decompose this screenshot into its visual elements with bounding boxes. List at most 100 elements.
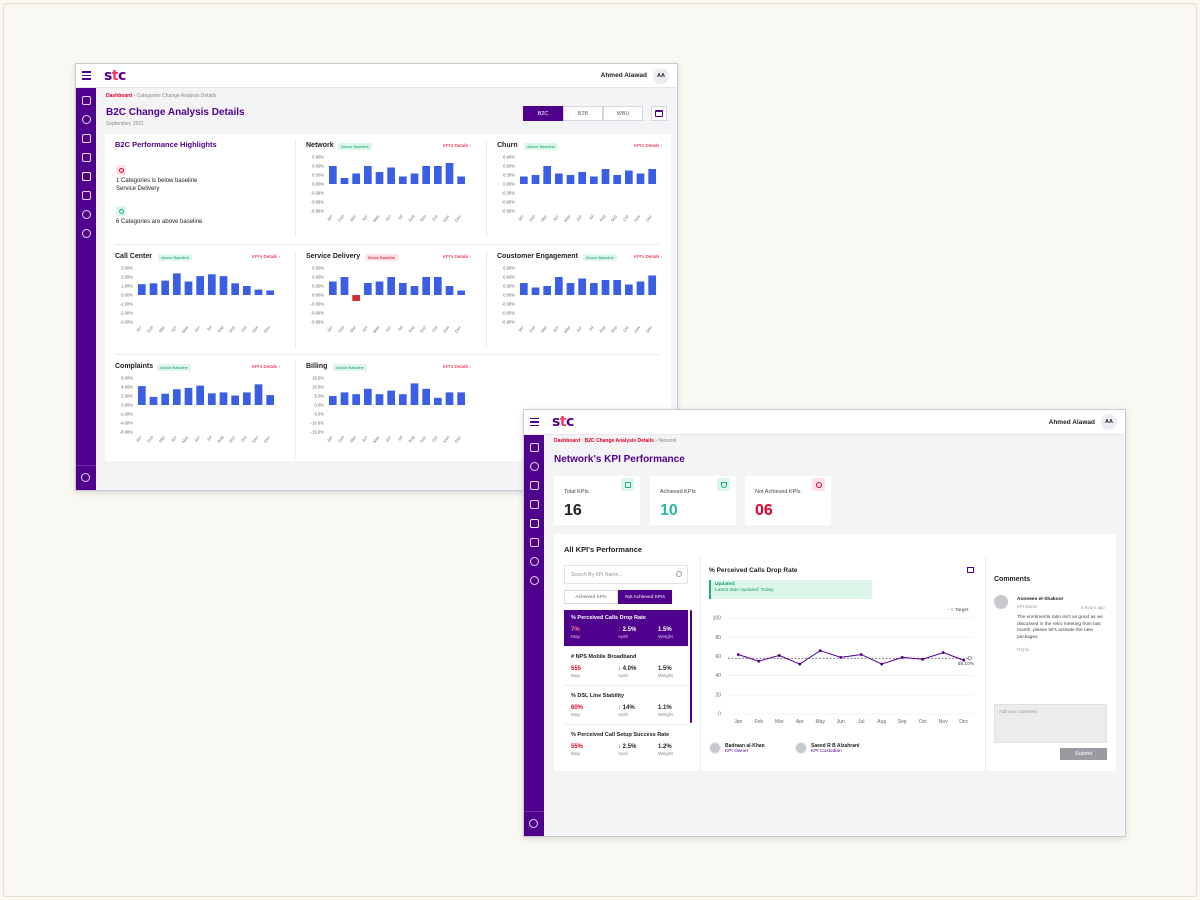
breadcrumb-dashboard[interactable]: Dashboard <box>554 438 581 444</box>
kpi-details-link[interactable]: KPI's Details › <box>633 143 662 148</box>
kpi-details-link[interactable]: KPI's Details › <box>251 364 280 369</box>
x-tick-label: Sep <box>610 324 619 334</box>
x-tick-label: Aug <box>216 324 225 334</box>
x-tick-label: Oct <box>431 434 439 443</box>
search-input[interactable]: Search By KPI Name... <box>564 565 688 584</box>
transfer-icon[interactable] <box>81 153 91 162</box>
logo[interactable]: stc <box>104 67 126 84</box>
y-tick-label: -4.00% <box>120 421 134 426</box>
avatar[interactable]: AA <box>1101 414 1117 430</box>
scrollbar[interactable] <box>690 610 692 723</box>
x-tick-label: Dec <box>263 325 271 334</box>
x-tick-label: Nov <box>442 324 451 334</box>
layers-icon[interactable] <box>529 557 539 566</box>
tab-achieved[interactable]: Achieved KPIs <box>564 590 618 604</box>
menu-icon[interactable] <box>530 417 550 427</box>
analysis-icon[interactable] <box>81 172 91 181</box>
bar <box>172 389 181 405</box>
x-tick-label: Oct <box>240 434 248 443</box>
kpi-value-may: 555 <box>571 666 582 672</box>
kpi-details-link[interactable]: KPI's Details › <box>442 143 471 148</box>
y-tick-label: -1.00% <box>120 302 134 307</box>
bar <box>266 290 275 295</box>
menu-icon[interactable] <box>82 71 102 80</box>
settings-icon[interactable] <box>81 473 90 482</box>
kpi-details-link[interactable]: KPI's Details › <box>442 364 471 369</box>
layers-icon[interactable] <box>81 210 91 219</box>
kpi-details-link[interactable]: KPI's Details › <box>442 254 471 259</box>
x-tick-label: Dec <box>454 435 462 444</box>
home-icon[interactable] <box>81 96 91 105</box>
x-tick-label: Aug <box>598 213 607 223</box>
kpi-name: % DSL Line Stability <box>571 693 625 699</box>
grid-icon[interactable] <box>529 538 539 547</box>
bar <box>445 163 454 184</box>
x-tick-label: Dec <box>959 719 968 725</box>
x-tick-label: Apr <box>361 213 369 222</box>
tab-not-achieved[interactable]: Not Achieved KPIs <box>618 590 672 604</box>
x-tick-label: Jun <box>384 434 392 443</box>
y-tick-label: 6.00% <box>121 376 133 381</box>
bulb-icon[interactable] <box>81 229 91 238</box>
y-tick-label: 0.60% <box>312 164 324 169</box>
home-icon[interactable] <box>529 443 539 452</box>
kpi-details-link[interactable]: KPI's Details › <box>251 254 280 259</box>
y-tick-label: 0.30% <box>312 284 324 289</box>
x-tick-label: Jan <box>517 324 525 333</box>
kpi-value-may: 60% <box>571 705 584 711</box>
target-icon[interactable] <box>529 462 539 471</box>
x-tick-label: Feb <box>337 213 346 222</box>
settings-icon[interactable] <box>529 819 538 828</box>
logo[interactable]: stc <box>552 414 574 430</box>
bulb-icon[interactable] <box>529 576 539 585</box>
kpi-details-link[interactable]: KPI's Details › <box>633 254 662 259</box>
bar <box>648 169 657 184</box>
series-line <box>738 650 964 665</box>
user-menu[interactable]: Ahmed Alawad AA <box>601 67 669 84</box>
target-icon[interactable] <box>81 115 91 124</box>
list-item[interactable]: # NPS Mobile Broadband 555 May ↓ 4.0% Ap… <box>564 649 688 686</box>
bar <box>254 384 263 405</box>
bar <box>219 392 228 405</box>
avatar[interactable]: AA <box>653 67 669 84</box>
chart-icon[interactable] <box>529 481 539 490</box>
breadcrumb-b2c[interactable]: B2C Change Analysis Details <box>584 438 654 444</box>
list-item[interactable]: % Perceived Call Setup Success Rate 55% … <box>564 727 688 764</box>
comment-input[interactable]: Add your comment <box>994 704 1107 743</box>
y-tick-label: -0.30% <box>502 302 516 307</box>
bar <box>554 277 563 295</box>
user-menu[interactable]: Ahmed Alawad AA <box>1049 414 1117 430</box>
list-item[interactable]: % Perceived Calls Drop Rate 7% May ↓ 2.5… <box>564 610 688 647</box>
transfer-icon[interactable] <box>529 500 539 509</box>
y-tick-label: 0.0% <box>314 403 324 408</box>
y-tick-label: 15.0% <box>312 376 324 381</box>
breadcrumb-dashboard[interactable]: Dashboard <box>106 93 133 99</box>
x-tick-label: Dec <box>454 214 462 223</box>
segment-b2b[interactable]: B2B <box>563 106 603 121</box>
segment-wbu[interactable]: WBU <box>603 106 643 121</box>
bar <box>340 277 349 295</box>
updated-banner: Updated: Latest date Updated: Today <box>709 580 872 599</box>
bar <box>601 280 610 295</box>
data-point <box>921 657 925 661</box>
x-tick-label: Oct <box>919 719 927 725</box>
breadcrumb: Dashboard › Categories Change Analysis D… <box>106 93 217 99</box>
analysis-icon[interactable] <box>529 519 539 528</box>
submit-button[interactable]: Submit <box>1060 748 1107 760</box>
chart-icon[interactable] <box>81 134 91 143</box>
list-item[interactable]: % DSL Line Stability 60% May ↓ 14% April… <box>564 688 688 725</box>
reply-link[interactable]: Reply <box>1017 648 1030 653</box>
below-baseline-text: 1 Categories is below baseline Service D… <box>116 178 197 193</box>
segment-b2c[interactable]: B2C <box>523 106 563 121</box>
chart-customer-engagement: Coustomer Engagement Above Baseline KPI'… <box>497 251 662 351</box>
grid-icon[interactable] <box>81 191 91 200</box>
x-tick-label: Aug <box>598 324 607 334</box>
data-point <box>859 653 863 656</box>
x-tick-label: Jun <box>384 213 392 222</box>
calendar-icon[interactable] <box>967 567 974 573</box>
card-value: 06 <box>755 502 773 519</box>
calendar-button[interactable] <box>651 106 667 121</box>
y-tick-label: 0 <box>718 712 721 718</box>
bar <box>624 284 633 295</box>
card-label: Not Achieved KPIs <box>755 489 801 495</box>
